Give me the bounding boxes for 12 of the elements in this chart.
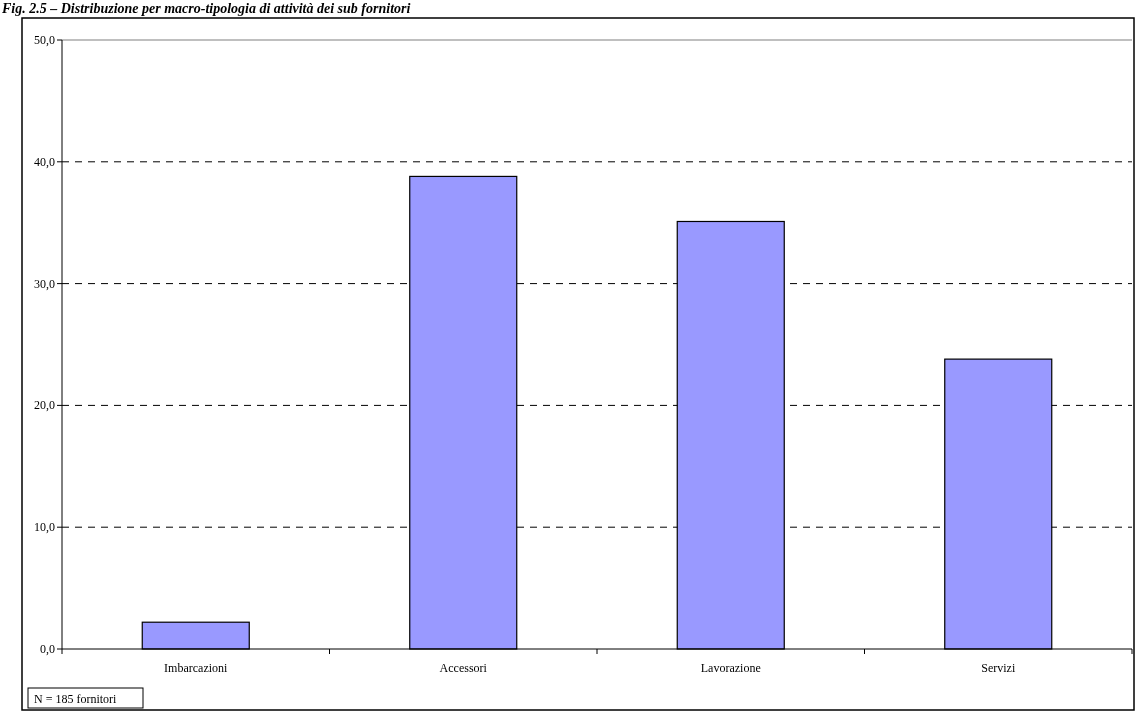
y-tick-label: 20,0 (34, 398, 55, 413)
y-tick-label: 10,0 (34, 520, 55, 535)
x-tick-label: Imbarcazioni (164, 661, 229, 675)
x-tick-label: Servizi (981, 661, 1016, 675)
text: N = 185 fornitori (34, 692, 118, 706)
y-tick-label: 40,0 (34, 154, 55, 169)
x-tick-label: Accessori (439, 661, 488, 675)
chart-title: Fig. 2.5 – Distribuzione per macro-tipologia di attività dei sub fornitori (1, 1, 411, 16)
x-tick-label: Lavorazione (700, 661, 761, 675)
y-tick-label: 30,0 (34, 276, 55, 291)
y-tick-label: 50,0 (34, 33, 55, 47)
y-tick-label: 0,0 (40, 642, 55, 656)
